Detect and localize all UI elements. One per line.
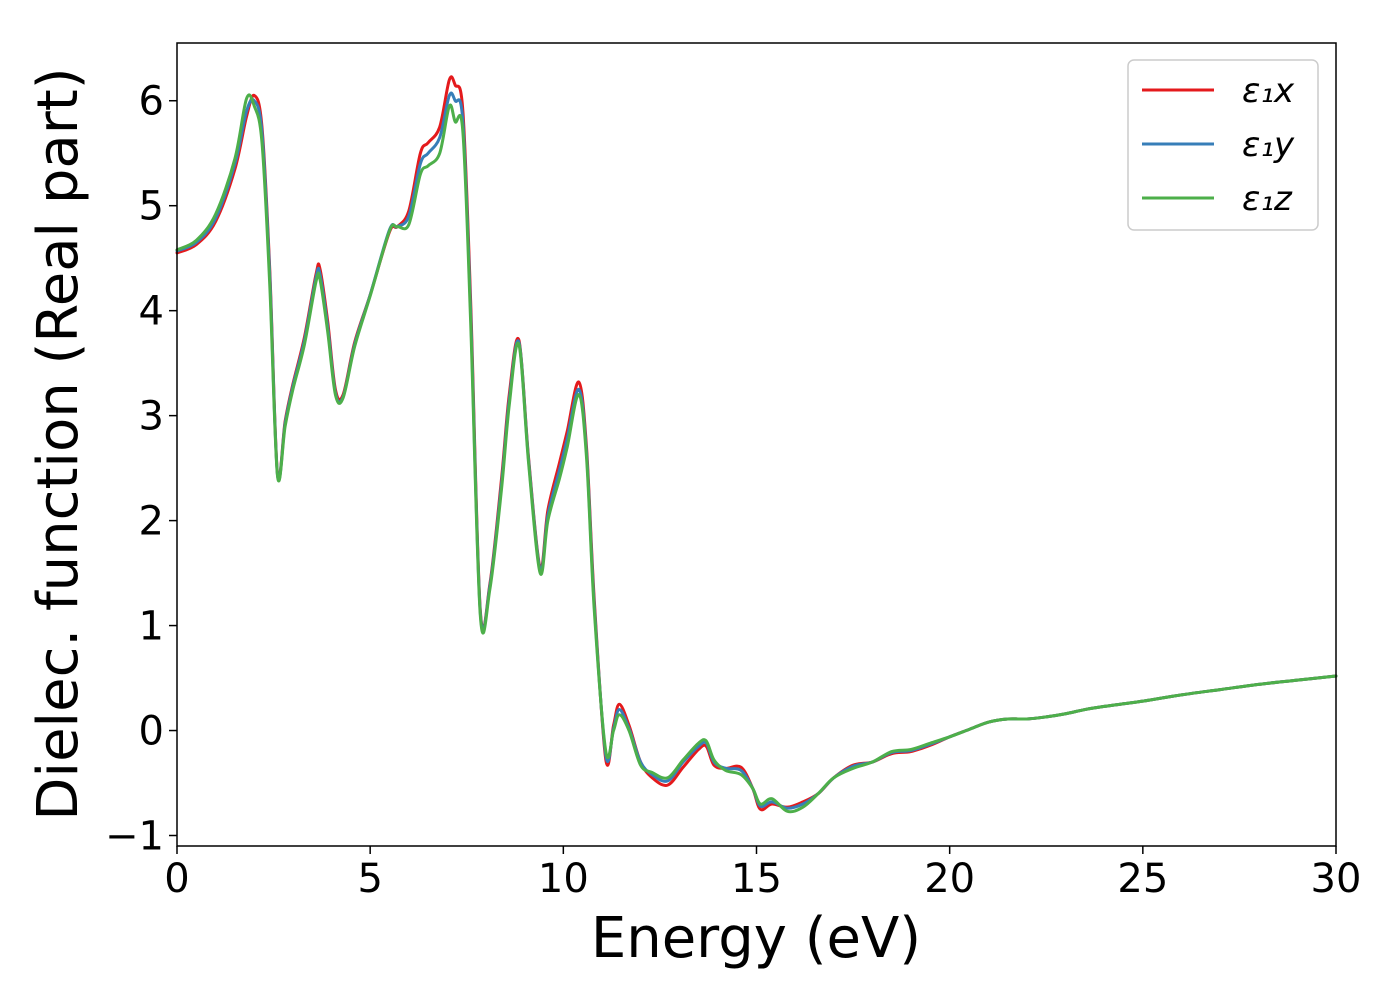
y-axis-label: Dielec. function (Real part) (26, 67, 91, 820)
x-tick-label: 25 (1117, 856, 1168, 902)
y-tick-label: 6 (139, 79, 164, 125)
legend: ε₁x ε₁y ε₁z (1127, 59, 1319, 231)
y-tick-label: 3 (139, 394, 164, 440)
x-tick-label: 5 (357, 856, 382, 902)
x-tick-label: 10 (538, 856, 589, 902)
legend-label-x: ε₁x (1242, 71, 1295, 111)
y-axis-ticks: −1 0 1 2 3 4 5 6 (105, 79, 177, 860)
series-layer (175, 75, 1338, 814)
legend-box (1127, 59, 1319, 231)
legend-label-y: ε₁y (1242, 125, 1295, 165)
x-axis-label: Energy (eV) (591, 906, 921, 971)
legend-label-z: ε₁z (1242, 179, 1293, 219)
x-tick-label: 20 (924, 856, 975, 902)
y-tick-label: 2 (139, 499, 164, 545)
y-tick-label: 4 (139, 289, 164, 335)
x-tick-label: 30 (1311, 856, 1362, 902)
x-tick-label: 15 (731, 856, 782, 902)
y-tick-label: −1 (105, 814, 164, 860)
x-axis-ticks: 0 5 10 15 20 25 30 (164, 846, 1361, 902)
x-tick-label: 0 (164, 856, 189, 902)
series-line-z (175, 93, 1338, 814)
legend-items: ε₁x ε₁y ε₁z (1142, 71, 1295, 219)
y-tick-label: 1 (139, 604, 164, 650)
y-tick-label: 5 (139, 184, 164, 230)
y-tick-label: 0 (139, 709, 164, 755)
